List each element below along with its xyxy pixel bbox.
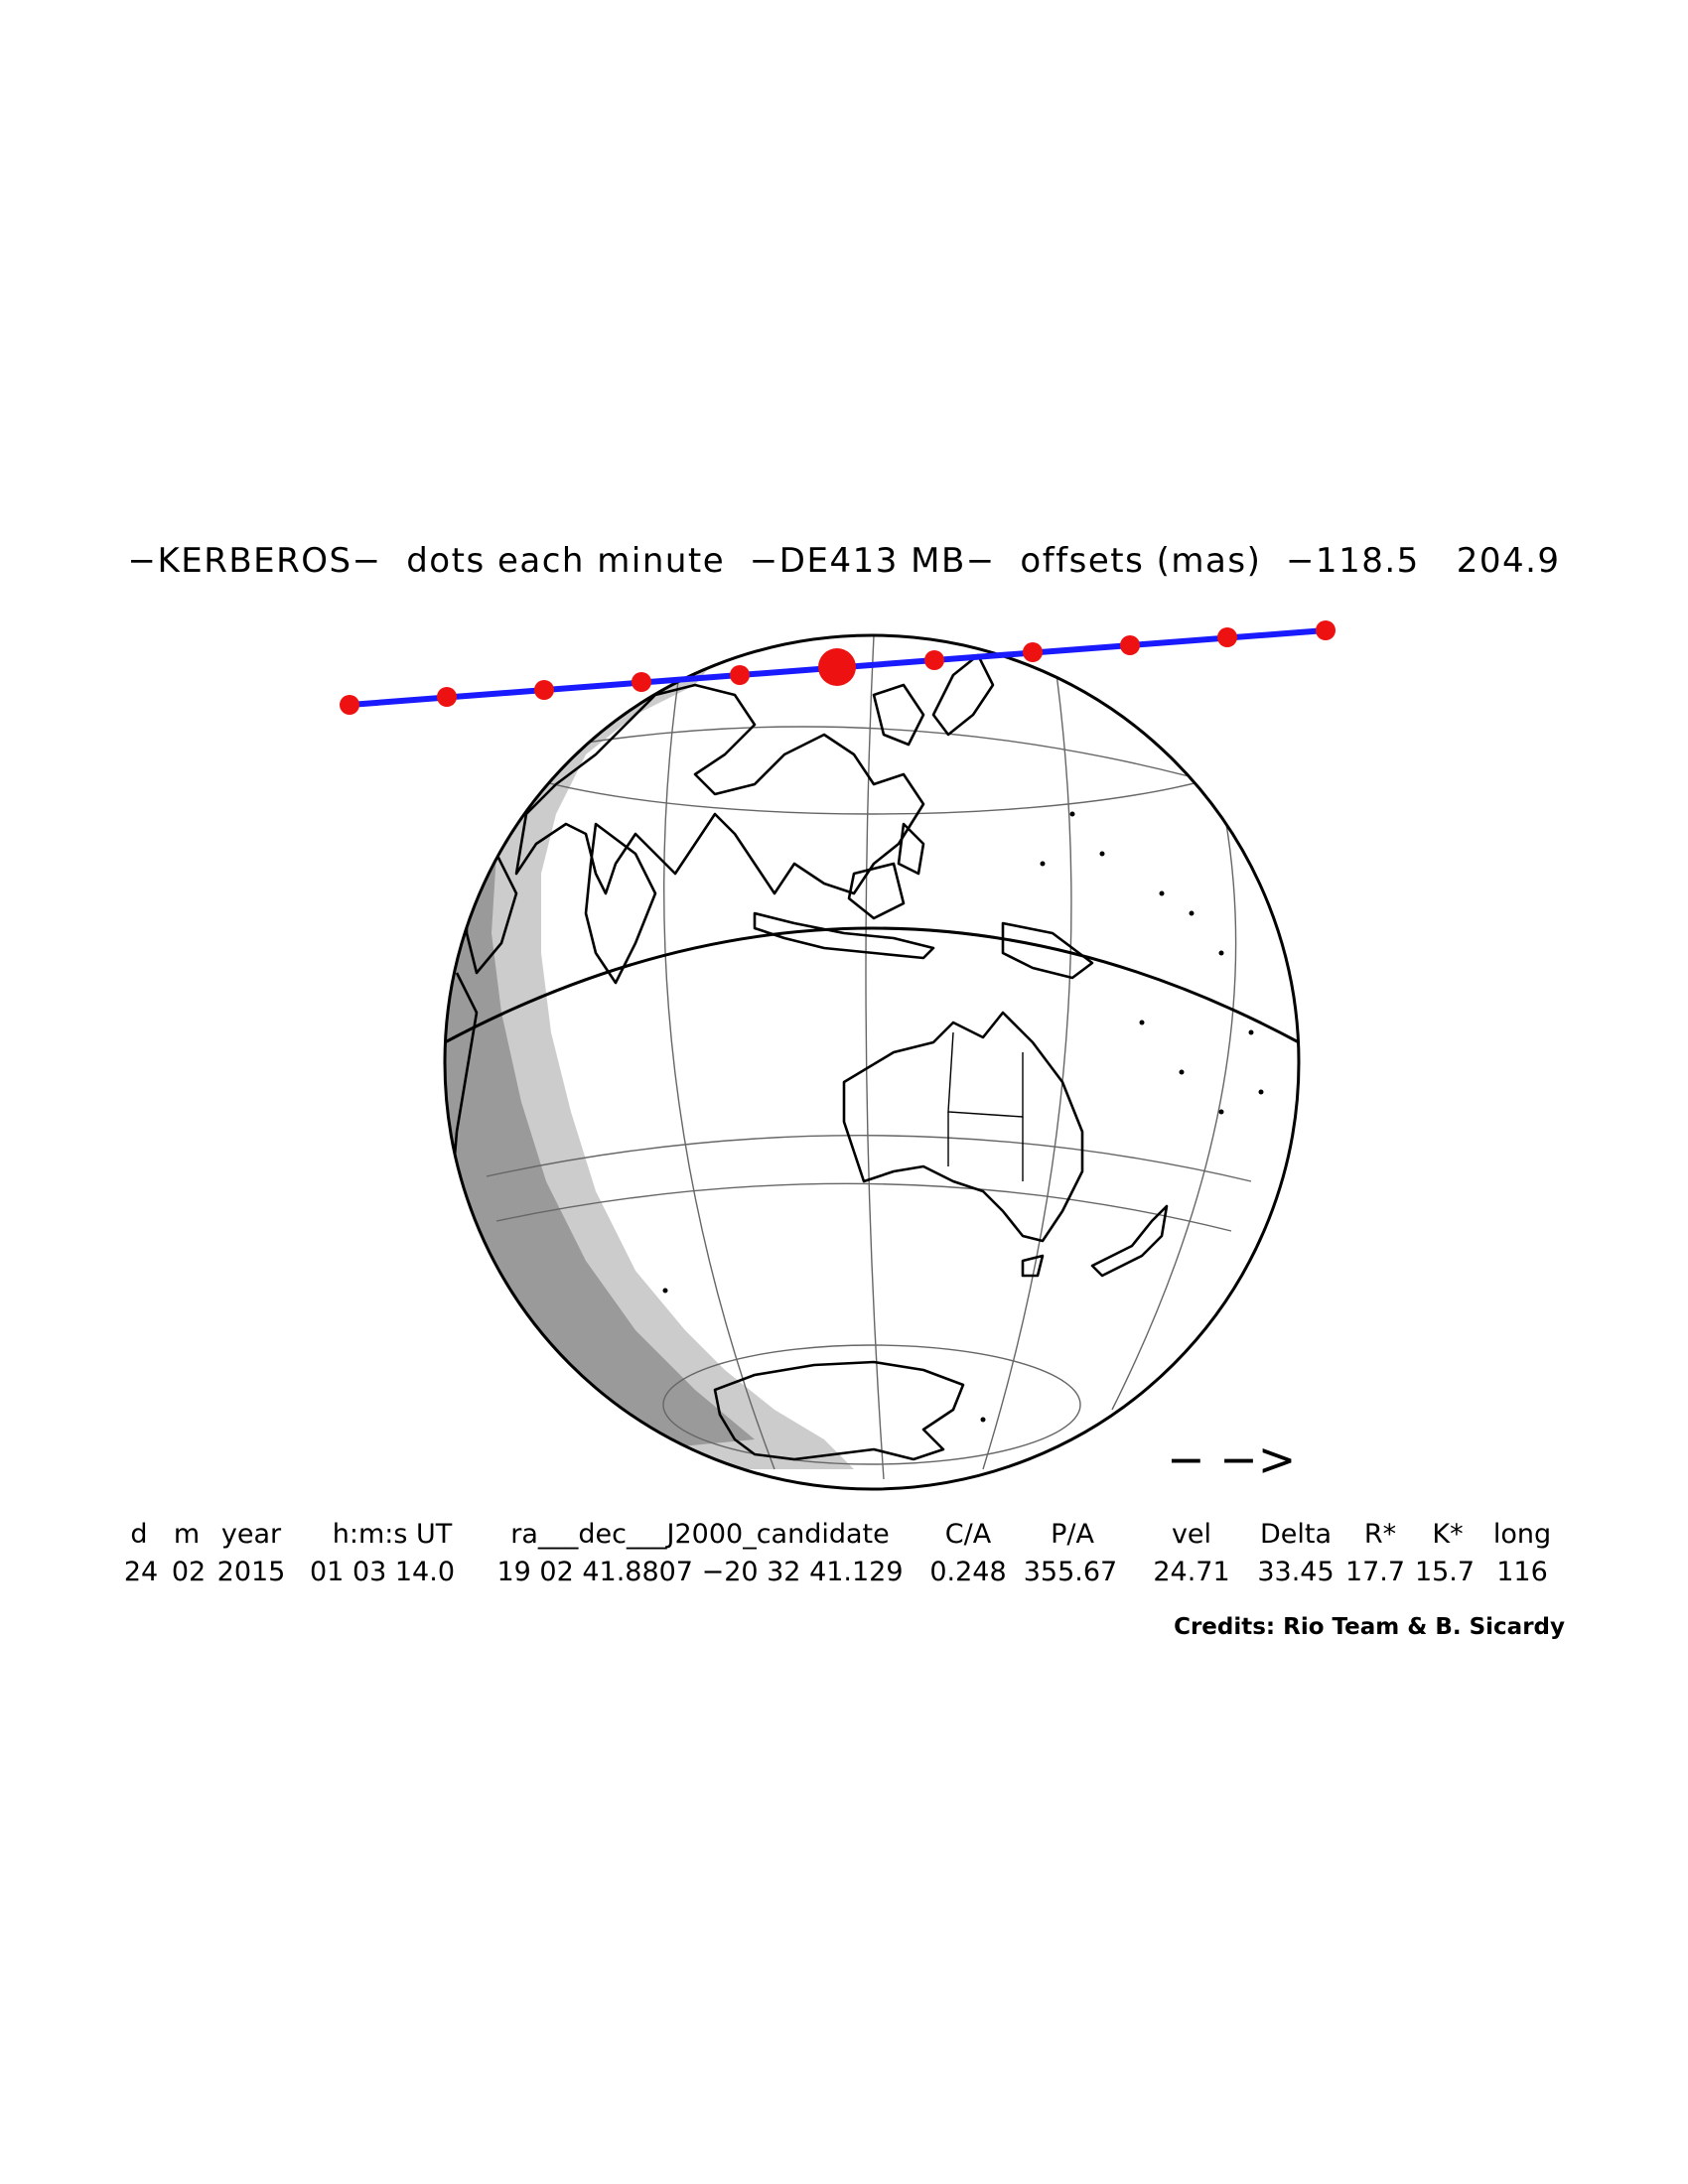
minute-dot <box>1217 627 1237 647</box>
korea-china-coast <box>872 683 925 747</box>
equator <box>445 926 1299 1044</box>
shadow-path <box>340 620 1336 715</box>
globe-outline <box>443 633 1301 1491</box>
globe <box>443 633 1301 1491</box>
minute-dot <box>1023 642 1043 662</box>
credits: Credits: Rio Team & B. Sicardy <box>1174 1614 1565 1640</box>
philippines <box>897 822 925 876</box>
minute-dot <box>340 695 359 715</box>
tasmania <box>1021 1254 1045 1278</box>
minute-dot <box>924 650 944 670</box>
minute-dot <box>632 672 651 692</box>
asia-coast <box>514 683 925 895</box>
minute-dot <box>1316 620 1336 640</box>
minute-dot <box>730 665 750 685</box>
borneo <box>847 862 906 920</box>
australia-borders <box>947 1031 1024 1181</box>
direction-arrow: − −> <box>1167 1433 1296 1486</box>
minute-dot <box>1120 635 1140 655</box>
india <box>584 822 657 985</box>
minute-dot <box>534 680 554 700</box>
australia <box>842 1011 1084 1243</box>
pacific-islands <box>662 811 1264 1423</box>
indonesia <box>753 911 935 960</box>
minute-dot <box>437 687 457 707</box>
antarctica <box>713 1360 965 1461</box>
central-instant-dot <box>818 648 856 686</box>
new-zealand <box>1090 1204 1169 1278</box>
graticule <box>445 635 1299 1480</box>
globe-disc <box>445 635 1299 1489</box>
chart-title: −KERBEROS− dots each minute −DE413 MB− o… <box>127 541 1561 581</box>
twilight-zone-dark <box>445 774 755 1469</box>
new-guinea <box>1001 921 1094 980</box>
